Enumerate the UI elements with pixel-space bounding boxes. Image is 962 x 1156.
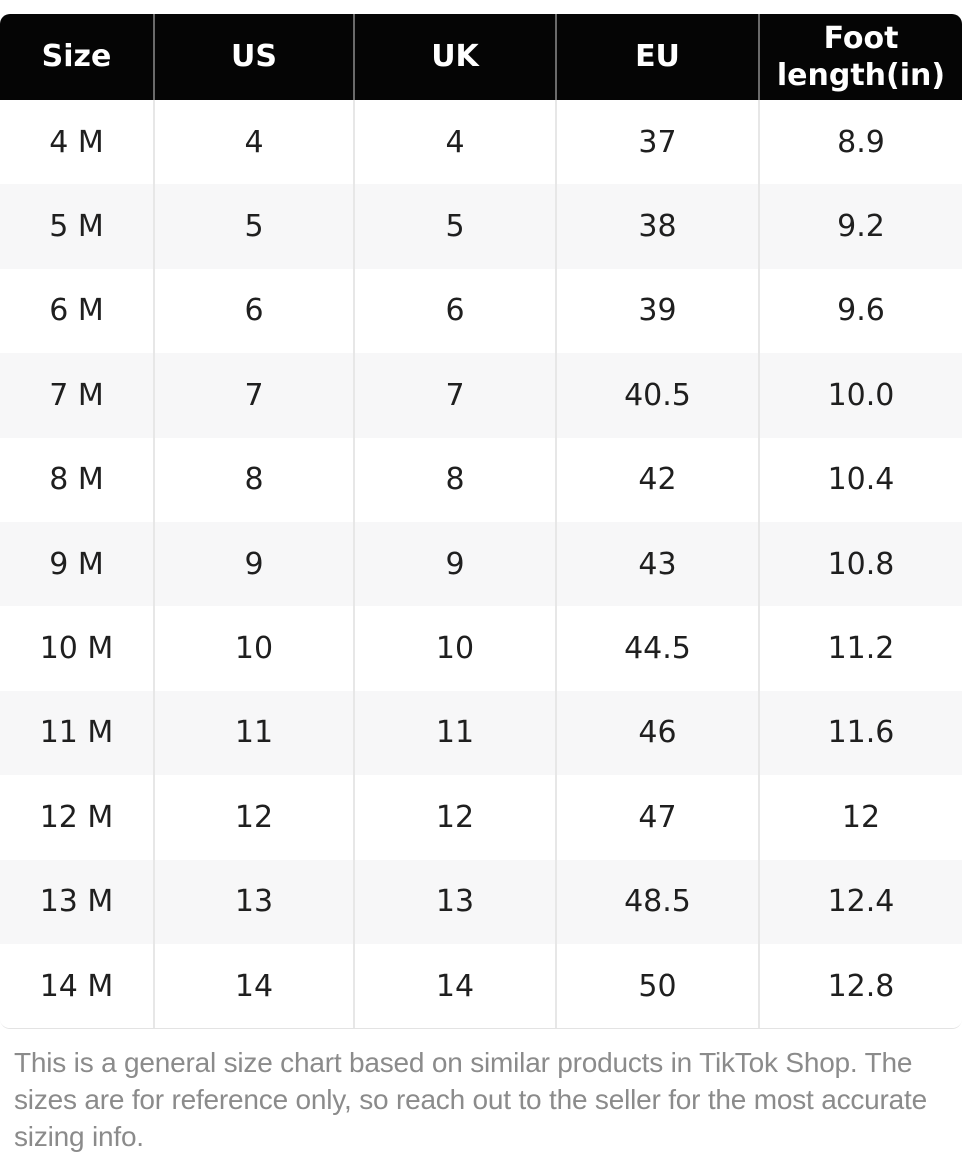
cell-eu: 48.5 — [557, 859, 760, 944]
cell-uk: 12 — [355, 775, 557, 860]
table-row: 10 M 10 10 44.5 11.2 — [0, 606, 962, 691]
cell-uk: 4 — [355, 100, 557, 185]
column-header-eu: EU — [557, 14, 760, 100]
cell-eu: 40.5 — [557, 353, 760, 438]
cell-uk: 5 — [355, 184, 557, 269]
cell-foot-length: 11.2 — [760, 606, 962, 691]
cell-size: 8 M — [0, 437, 155, 522]
cell-foot-length: 9.2 — [760, 184, 962, 269]
table-row: 12 M 12 12 47 12 — [0, 775, 962, 860]
cell-uk: 7 — [355, 353, 557, 438]
column-header-us: US — [155, 14, 355, 100]
cell-foot-length: 12 — [760, 775, 962, 860]
cell-us: 13 — [155, 859, 355, 944]
cell-size: 12 M — [0, 775, 155, 860]
table-row: 9 M 9 9 43 10.8 — [0, 521, 962, 607]
cell-us: 11 — [155, 690, 355, 776]
cell-uk: 14 — [355, 943, 557, 1029]
table-row: 8 M 8 8 42 10.4 — [0, 437, 962, 522]
table-row: 7 M 7 7 40.5 10.0 — [0, 353, 962, 438]
cell-us: 10 — [155, 606, 355, 691]
cell-us: 5 — [155, 184, 355, 269]
cell-size: 14 M — [0, 943, 155, 1029]
column-header-size: Size — [0, 14, 155, 100]
cell-us: 8 — [155, 437, 355, 522]
cell-eu: 46 — [557, 690, 760, 776]
cell-uk: 13 — [355, 859, 557, 944]
cell-us: 9 — [155, 521, 355, 607]
cell-eu: 37 — [557, 100, 760, 185]
cell-eu: 44.5 — [557, 606, 760, 691]
cell-size: 7 M — [0, 353, 155, 438]
cell-eu: 39 — [557, 268, 760, 354]
cell-size: 9 M — [0, 521, 155, 607]
cell-foot-length: 9.6 — [760, 268, 962, 354]
cell-eu: 47 — [557, 775, 760, 860]
table-row: 6 M 6 6 39 9.6 — [0, 268, 962, 354]
cell-size: 13 M — [0, 859, 155, 944]
cell-foot-length: 10.0 — [760, 353, 962, 438]
table-row: 14 M 14 14 50 12.8 — [0, 943, 962, 1029]
cell-eu: 42 — [557, 437, 760, 522]
table-row: 4 M 4 4 37 8.9 — [0, 100, 962, 185]
table-body: 4 M 4 4 37 8.9 5 M 5 5 38 9.2 6 M 6 6 — [0, 100, 962, 1029]
cell-size: 6 M — [0, 268, 155, 354]
cell-foot-length: 10.8 — [760, 521, 962, 607]
cell-us: 14 — [155, 943, 355, 1029]
cell-uk: 11 — [355, 690, 557, 776]
disclaimer-text: This is a general size chart based on si… — [14, 1047, 927, 1153]
cell-uk: 9 — [355, 521, 557, 607]
cell-uk: 8 — [355, 437, 557, 522]
cell-us: 6 — [155, 268, 355, 354]
cell-size: 10 M — [0, 606, 155, 691]
cell-size: 11 M — [0, 690, 155, 776]
cell-uk: 10 — [355, 606, 557, 691]
column-header-uk: UK — [355, 14, 557, 100]
cell-size: 5 M — [0, 184, 155, 269]
cell-foot-length: 11.6 — [760, 690, 962, 776]
cell-us: 4 — [155, 100, 355, 185]
cell-eu: 38 — [557, 184, 760, 269]
cell-foot-length: 12.8 — [760, 943, 962, 1029]
cell-foot-length: 8.9 — [760, 100, 962, 185]
size-chart-table: Size US UK EU Foot length(in) 4 M 4 4 37… — [0, 14, 962, 1029]
table-header-row: Size US UK EU Foot length(in) — [0, 14, 962, 100]
cell-us: 7 — [155, 353, 355, 438]
cell-us: 12 — [155, 775, 355, 860]
column-header-foot-length: Foot length(in) — [760, 14, 962, 100]
table-row: 11 M 11 11 46 11.6 — [0, 690, 962, 776]
cell-eu: 50 — [557, 943, 760, 1029]
cell-foot-length: 12.4 — [760, 859, 962, 944]
cell-size: 4 M — [0, 100, 155, 185]
table-row: 13 M 13 13 48.5 12.4 — [0, 859, 962, 944]
size-chart-table-container: Size US UK EU Foot length(in) 4 M 4 4 37… — [0, 14, 962, 1030]
table-row: 5 M 5 5 38 9.2 — [0, 184, 962, 269]
cell-foot-length: 10.4 — [760, 437, 962, 522]
cell-eu: 43 — [557, 521, 760, 607]
cell-uk: 6 — [355, 268, 557, 354]
